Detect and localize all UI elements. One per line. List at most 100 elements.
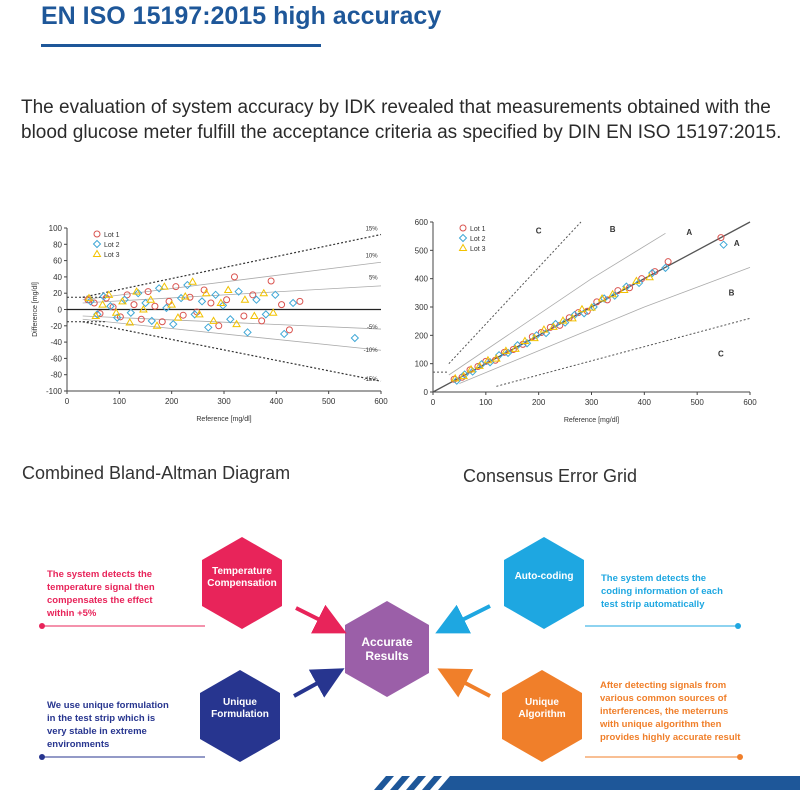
chart1-point <box>279 329 289 339</box>
chart1-point <box>259 288 269 297</box>
chart2-zone-ab-line <box>459 266 751 384</box>
chart2-point <box>651 268 659 276</box>
chart2-point <box>560 318 570 327</box>
chart1-point <box>190 310 199 319</box>
formulation-arrow <box>293 668 345 698</box>
chart2-point <box>522 339 532 348</box>
chart1-point <box>84 293 94 302</box>
chart2-y-tick-label: 300 <box>415 303 429 312</box>
chart2-point <box>450 373 460 382</box>
chart2-point <box>530 333 539 342</box>
chart2-legend-marker <box>459 224 467 232</box>
chart1-point <box>209 316 218 324</box>
chart1-y-tick-label: 80 <box>53 240 62 249</box>
chart2-zone-label: B <box>610 225 616 234</box>
chart2-point <box>664 258 672 266</box>
chart1-point <box>226 315 235 324</box>
chart1-limit-line <box>82 261 382 301</box>
decorative-stripes <box>374 776 800 790</box>
chart1-legend-label: Lot 1 <box>104 232 120 239</box>
algorithm-arrow <box>437 668 491 698</box>
chart1-point <box>285 326 293 334</box>
chart1-point <box>215 322 223 330</box>
chart2-point <box>614 287 622 295</box>
chart2-x-tick-label: 100 <box>479 398 493 407</box>
chart1-point <box>158 318 166 326</box>
chart2-point <box>719 240 728 249</box>
chart1-y-tick-label: 60 <box>53 257 62 266</box>
chart1-point <box>104 290 114 298</box>
chart2-point <box>587 303 596 311</box>
chart1-point <box>173 313 183 321</box>
chart1-point <box>230 273 238 281</box>
chart2-zone-label: C <box>536 226 542 235</box>
chart2-legend-marker <box>458 233 468 243</box>
chart1-x-axis-label: Reference [mg/dl] <box>196 416 251 423</box>
chart1-point <box>137 315 145 323</box>
chart2-point <box>717 234 725 242</box>
chart2-point <box>626 284 634 292</box>
chart2-y-tick-label: 600 <box>415 218 429 227</box>
chart1-annotation: -15% <box>364 377 379 383</box>
chart1-point <box>116 313 124 321</box>
autocoding-dot <box>735 623 741 629</box>
chart2-y-tick-label: 100 <box>415 360 429 369</box>
chart1-point <box>130 301 138 309</box>
chart2-point <box>520 336 530 344</box>
chart1-point <box>146 295 156 303</box>
chart1-limit-line <box>82 315 382 330</box>
chart2-point <box>460 370 469 379</box>
chart1-point <box>172 283 180 291</box>
center-hexagon <box>345 601 429 697</box>
chart2-y-tick-label: 500 <box>415 246 429 255</box>
chart2-point <box>549 322 558 330</box>
chart1-legend-marker <box>92 249 102 257</box>
chart2-point <box>610 291 619 300</box>
formulation-hexagon <box>200 670 280 762</box>
chart1-legend-marker <box>92 239 102 249</box>
chart2-point <box>603 296 611 304</box>
chart1-point <box>201 288 211 297</box>
chart2-y-tick-label: 400 <box>415 275 429 284</box>
temperature-hexagon <box>202 537 282 629</box>
chart1-limit-line <box>82 285 382 304</box>
chart2-point <box>608 289 618 298</box>
chart1-point <box>111 308 121 316</box>
chart2-point <box>509 346 517 353</box>
chart1-point <box>91 311 101 320</box>
temperature-arrow <box>295 604 347 634</box>
algorithm-label: Unique Algorithm <box>518 697 566 720</box>
chart1-point <box>223 296 231 304</box>
chart1-point <box>180 291 190 300</box>
chart1-legend-label: Lot 2 <box>104 242 120 249</box>
chart1-point <box>144 288 152 296</box>
chart1-point <box>288 298 298 308</box>
chart2-y-tick-label: 200 <box>415 331 429 340</box>
chart1-point <box>223 285 233 293</box>
chart2-zone-label: B <box>729 289 735 298</box>
bland-altman-caption: Combined Bland-Altman Diagram <box>22 463 291 483</box>
chart2-x-tick-label: 500 <box>690 398 704 407</box>
chart2-zone-label: C <box>718 350 724 359</box>
chart1-point <box>252 295 261 304</box>
chart1-point <box>218 301 228 310</box>
chart1-point <box>169 319 178 329</box>
chart1-point <box>258 317 266 325</box>
chart1-y-tick-label: -20 <box>50 322 62 331</box>
chart2-point <box>568 313 577 322</box>
chart1-point <box>154 284 164 293</box>
chart2-point <box>599 294 609 303</box>
chart1-point <box>249 291 257 299</box>
chart1-point <box>113 313 122 322</box>
chart1-x-tick-label: 200 <box>165 397 179 406</box>
chart2-y-tick-label: 0 <box>424 388 429 397</box>
chart1-point <box>179 311 187 319</box>
chart1-y-tick-label: 100 <box>49 224 63 233</box>
chart2-point <box>645 272 654 281</box>
chart1-point <box>197 297 207 306</box>
chart2-x-tick-label: 400 <box>638 398 652 407</box>
title-underline <box>41 44 321 47</box>
error-grid-caption: Consensus Error Grid <box>463 466 638 486</box>
chart2-x-tick-label: 300 <box>585 398 599 407</box>
chart2-point <box>577 304 587 313</box>
